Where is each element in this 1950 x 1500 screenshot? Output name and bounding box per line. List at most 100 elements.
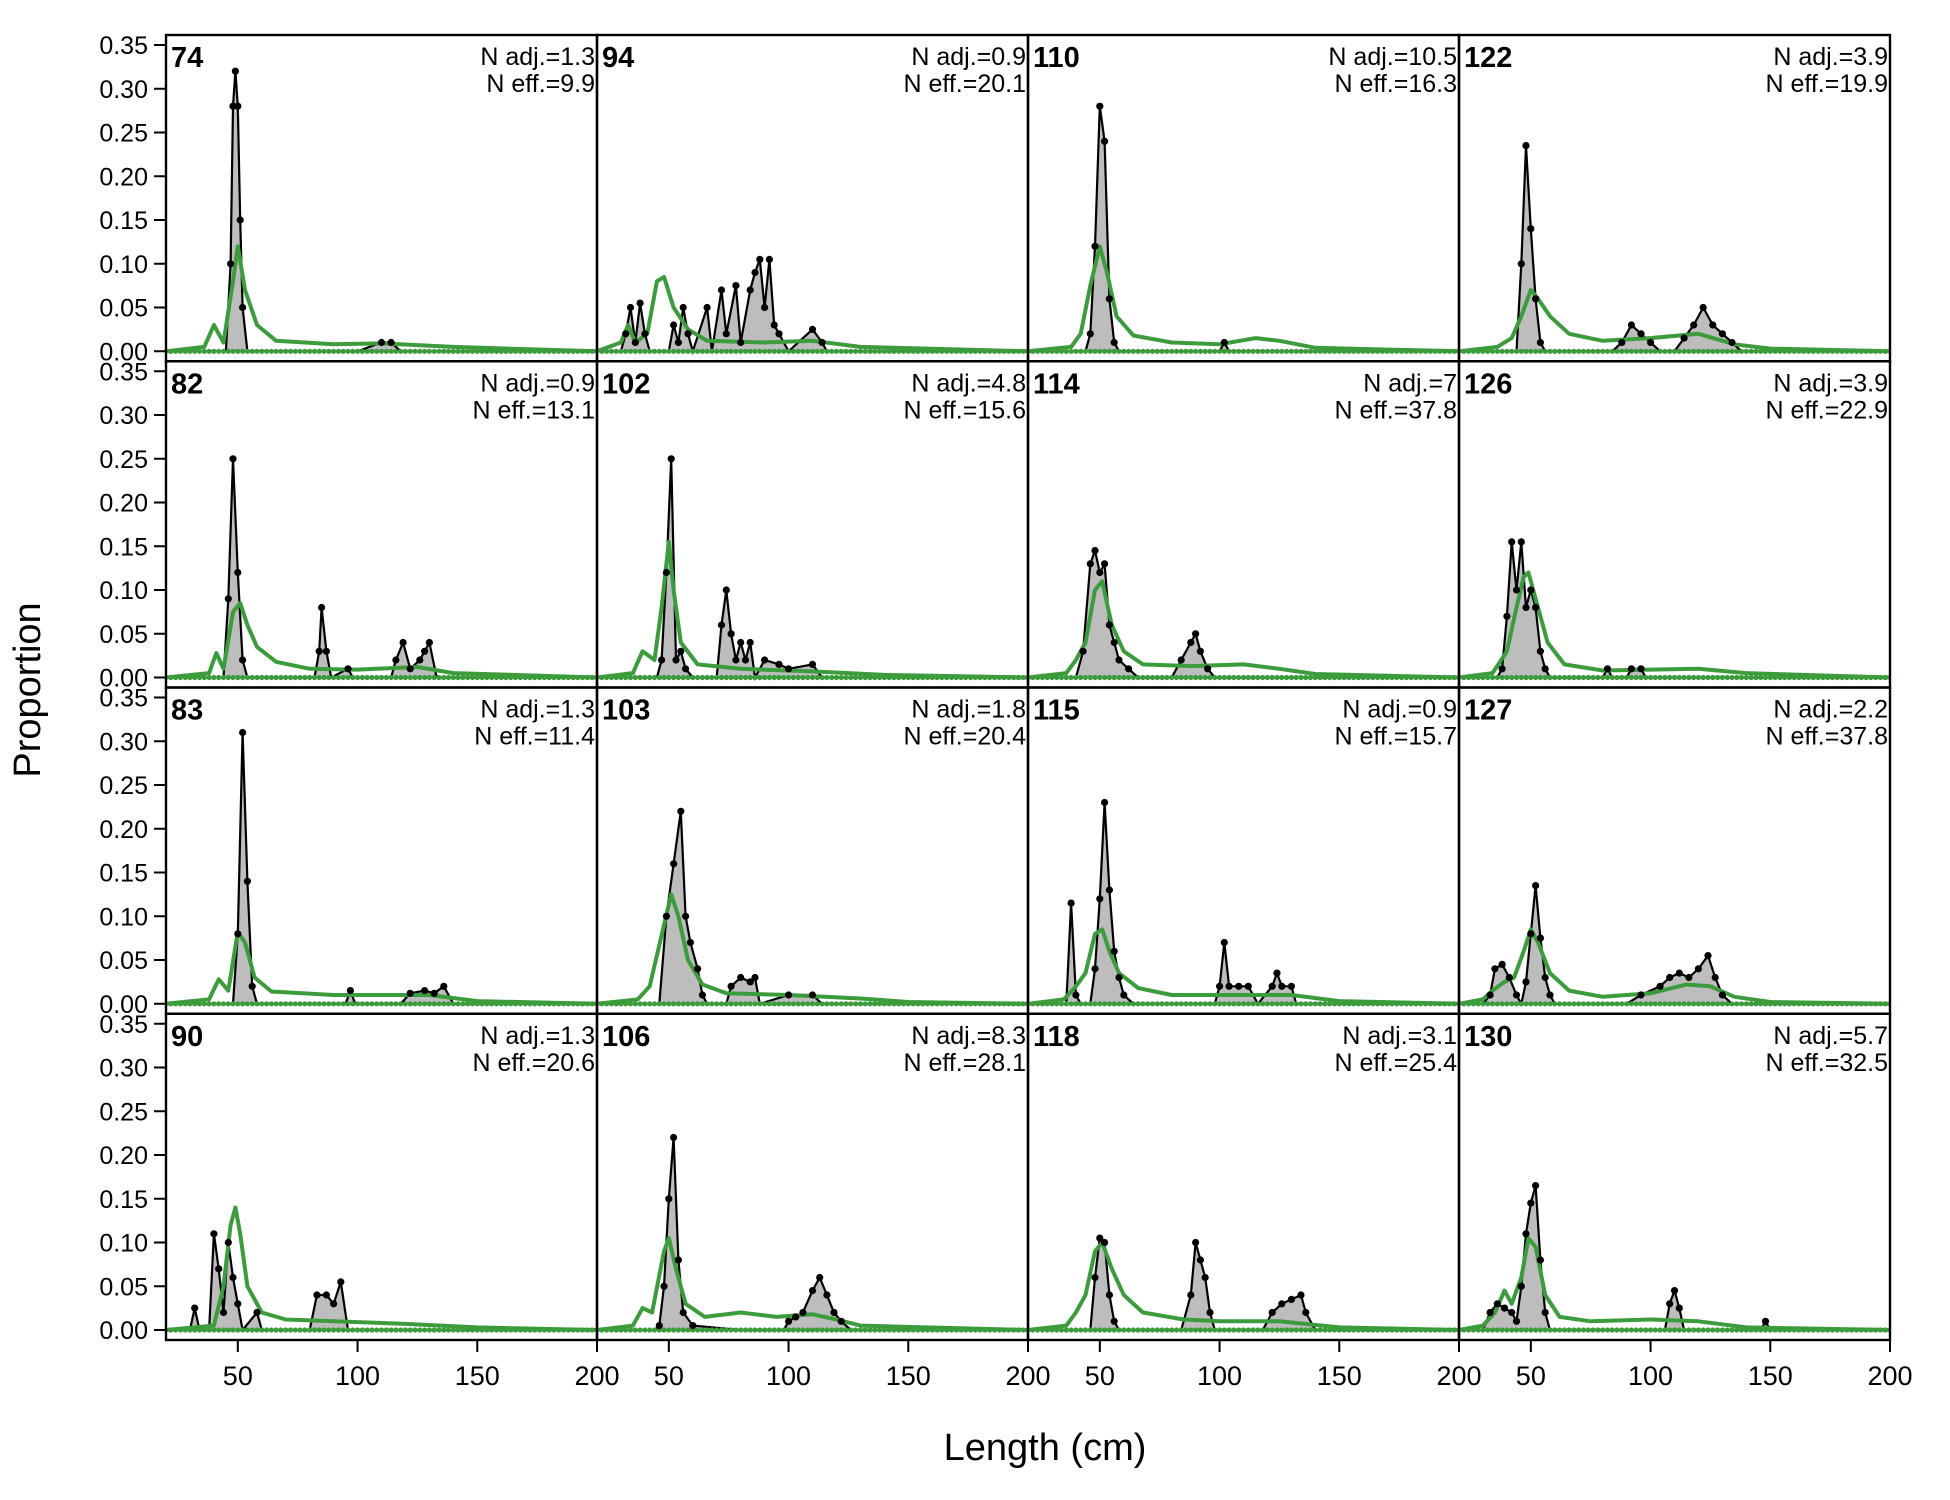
panel-83-baseline-point <box>182 1001 188 1007</box>
panel-122-baseline-point <box>1834 348 1840 354</box>
panel-122-baseline-point <box>1786 348 1792 354</box>
panel-94-baseline-point <box>972 348 978 354</box>
panel-126-baseline-point <box>1633 674 1639 681</box>
panel-127-baseline-point <box>1480 1001 1486 1007</box>
panel-90-observed-point <box>234 1300 242 1308</box>
panel-126-baseline-point <box>1791 674 1797 681</box>
panel-114-baseline-point <box>1279 674 1285 681</box>
panel-126-baseline-point <box>1858 674 1864 681</box>
panel-74-baseline-point <box>168 348 174 354</box>
panel-106-baseline-point <box>857 1327 864 1333</box>
panel-74-baseline-point <box>311 348 318 354</box>
panel-90-baseline-point <box>422 1327 428 1333</box>
panel-110-baseline-point <box>1073 348 1079 354</box>
panel-110-baseline-point <box>1197 348 1203 354</box>
panel-122-observed-point <box>1709 321 1717 329</box>
panel-90-baseline-point <box>383 1327 389 1333</box>
panel-74-baseline-point <box>297 348 303 354</box>
panel-106-baseline-point <box>790 1327 796 1333</box>
panel-130-baseline-point <box>1667 1327 1673 1333</box>
panel-126-expected-line <box>1458 570 1891 680</box>
panel-106-baseline-point <box>905 1327 911 1333</box>
panel-74-baseline-point <box>240 348 246 354</box>
panel-114-baseline-point <box>1269 674 1275 681</box>
panel-83-baseline-point <box>508 1001 514 1007</box>
panel-118-observed-point <box>1201 1273 1209 1282</box>
panel-118-baseline-point <box>1284 1327 1290 1333</box>
panel-74-observed-point <box>387 338 395 347</box>
panel-74-baseline-point <box>302 348 308 354</box>
panel-115-baseline-point <box>1073 1001 1079 1007</box>
y-tick-label: 0.00 <box>99 338 148 366</box>
panel-122-baseline-point <box>1863 348 1869 354</box>
panel-83-baseline-point <box>469 1001 476 1007</box>
panel-118-baseline-point <box>1030 1327 1036 1333</box>
panel-130-baseline-point <box>1810 1327 1816 1333</box>
panel-122-baseline-point <box>1849 348 1855 354</box>
panel-122-baseline-point <box>1499 348 1505 354</box>
y-tick-label: 0.10 <box>99 1230 148 1258</box>
panel-102-baseline-point <box>757 674 763 681</box>
panel-106-baseline-point <box>944 1327 950 1333</box>
panel-130-baseline-point <box>1767 1327 1773 1333</box>
y-tick-label: 0.30 <box>99 1055 148 1083</box>
panel-110-baseline-point <box>1231 348 1237 354</box>
panel-122-baseline-point <box>1580 348 1587 354</box>
panel-90-baseline-point <box>388 1327 394 1333</box>
panel-127-baseline-point <box>1738 1001 1745 1007</box>
panel-114-observed-point <box>1091 547 1099 555</box>
panel-106-baseline-point <box>1015 1327 1022 1333</box>
panel-115-baseline-point <box>1394 1001 1400 1007</box>
panel-127-baseline-point <box>1829 1001 1836 1007</box>
panel-115-baseline-point <box>1422 1001 1429 1007</box>
panel-82-baseline-point <box>479 674 485 681</box>
panel-127-baseline-point <box>1552 1001 1558 1007</box>
panel-83-baseline-point <box>580 1001 586 1007</box>
panel-115-baseline-point <box>1312 1001 1318 1007</box>
panel-102-baseline-point <box>1001 674 1007 681</box>
panel-106-baseline-point <box>891 1327 897 1333</box>
panel-130-baseline-point <box>1657 1327 1663 1333</box>
panel-115-baseline-point <box>1365 1001 1371 1007</box>
panel-115-baseline-point <box>1121 1001 1127 1007</box>
panel-110-baseline-point <box>1394 348 1400 354</box>
y-tick-label: 0.10 <box>99 577 148 605</box>
panel-94-baseline-point <box>910 348 916 354</box>
y-tick-label: 0.25 <box>99 772 148 800</box>
panel-115-observed-point <box>1278 982 1286 990</box>
panel-110-baseline-point <box>1140 348 1146 354</box>
panel-130-observed-point <box>1675 1304 1683 1312</box>
y-tick-label: 0.25 <box>99 446 148 474</box>
panel-102-baseline-point <box>1020 674 1026 681</box>
panel-103-baseline-point <box>613 1001 619 1007</box>
panel-74-baseline-point <box>340 348 346 354</box>
panel-130-baseline-point <box>1528 1327 1534 1333</box>
panel-130-baseline-point <box>1671 1327 1678 1333</box>
panel-110-baseline-point <box>1039 348 1045 354</box>
panel-83-expected-line <box>165 930 598 1006</box>
panel-102-expected-line <box>596 539 1029 680</box>
panel-74-baseline-point <box>546 348 552 354</box>
panel-74-baseline-point <box>350 348 356 354</box>
panel-118-baseline-point <box>1341 1327 1347 1333</box>
panel-122-baseline-point <box>1571 348 1577 354</box>
panel-103-observed-point <box>737 973 745 982</box>
panel-90-baseline-point <box>460 1327 466 1333</box>
panel-82-baseline-point <box>536 674 543 681</box>
panel-94-baseline-point <box>896 348 902 354</box>
panel-126-baseline-point <box>1513 674 1520 681</box>
panel-90-observed-point <box>313 1291 321 1299</box>
panel-74-baseline-point <box>412 348 418 354</box>
panel-110-observed-point <box>1101 137 1109 145</box>
panel-102-baseline-point <box>886 674 892 681</box>
panel-106-baseline-point <box>1001 1327 1007 1333</box>
panel-106-baseline-point <box>632 1327 638 1333</box>
panel-127-baseline-point <box>1604 1001 1611 1007</box>
panel-74-baseline-point <box>584 348 591 354</box>
panel-94-baseline-point <box>781 348 787 354</box>
panel-130-baseline-point <box>1786 1327 1792 1333</box>
panel-83-baseline-point <box>326 1001 332 1007</box>
panel-83-baseline-point <box>259 1001 265 1007</box>
panel-106-baseline-point <box>910 1327 916 1333</box>
panel-90-baseline-point <box>249 1327 255 1333</box>
